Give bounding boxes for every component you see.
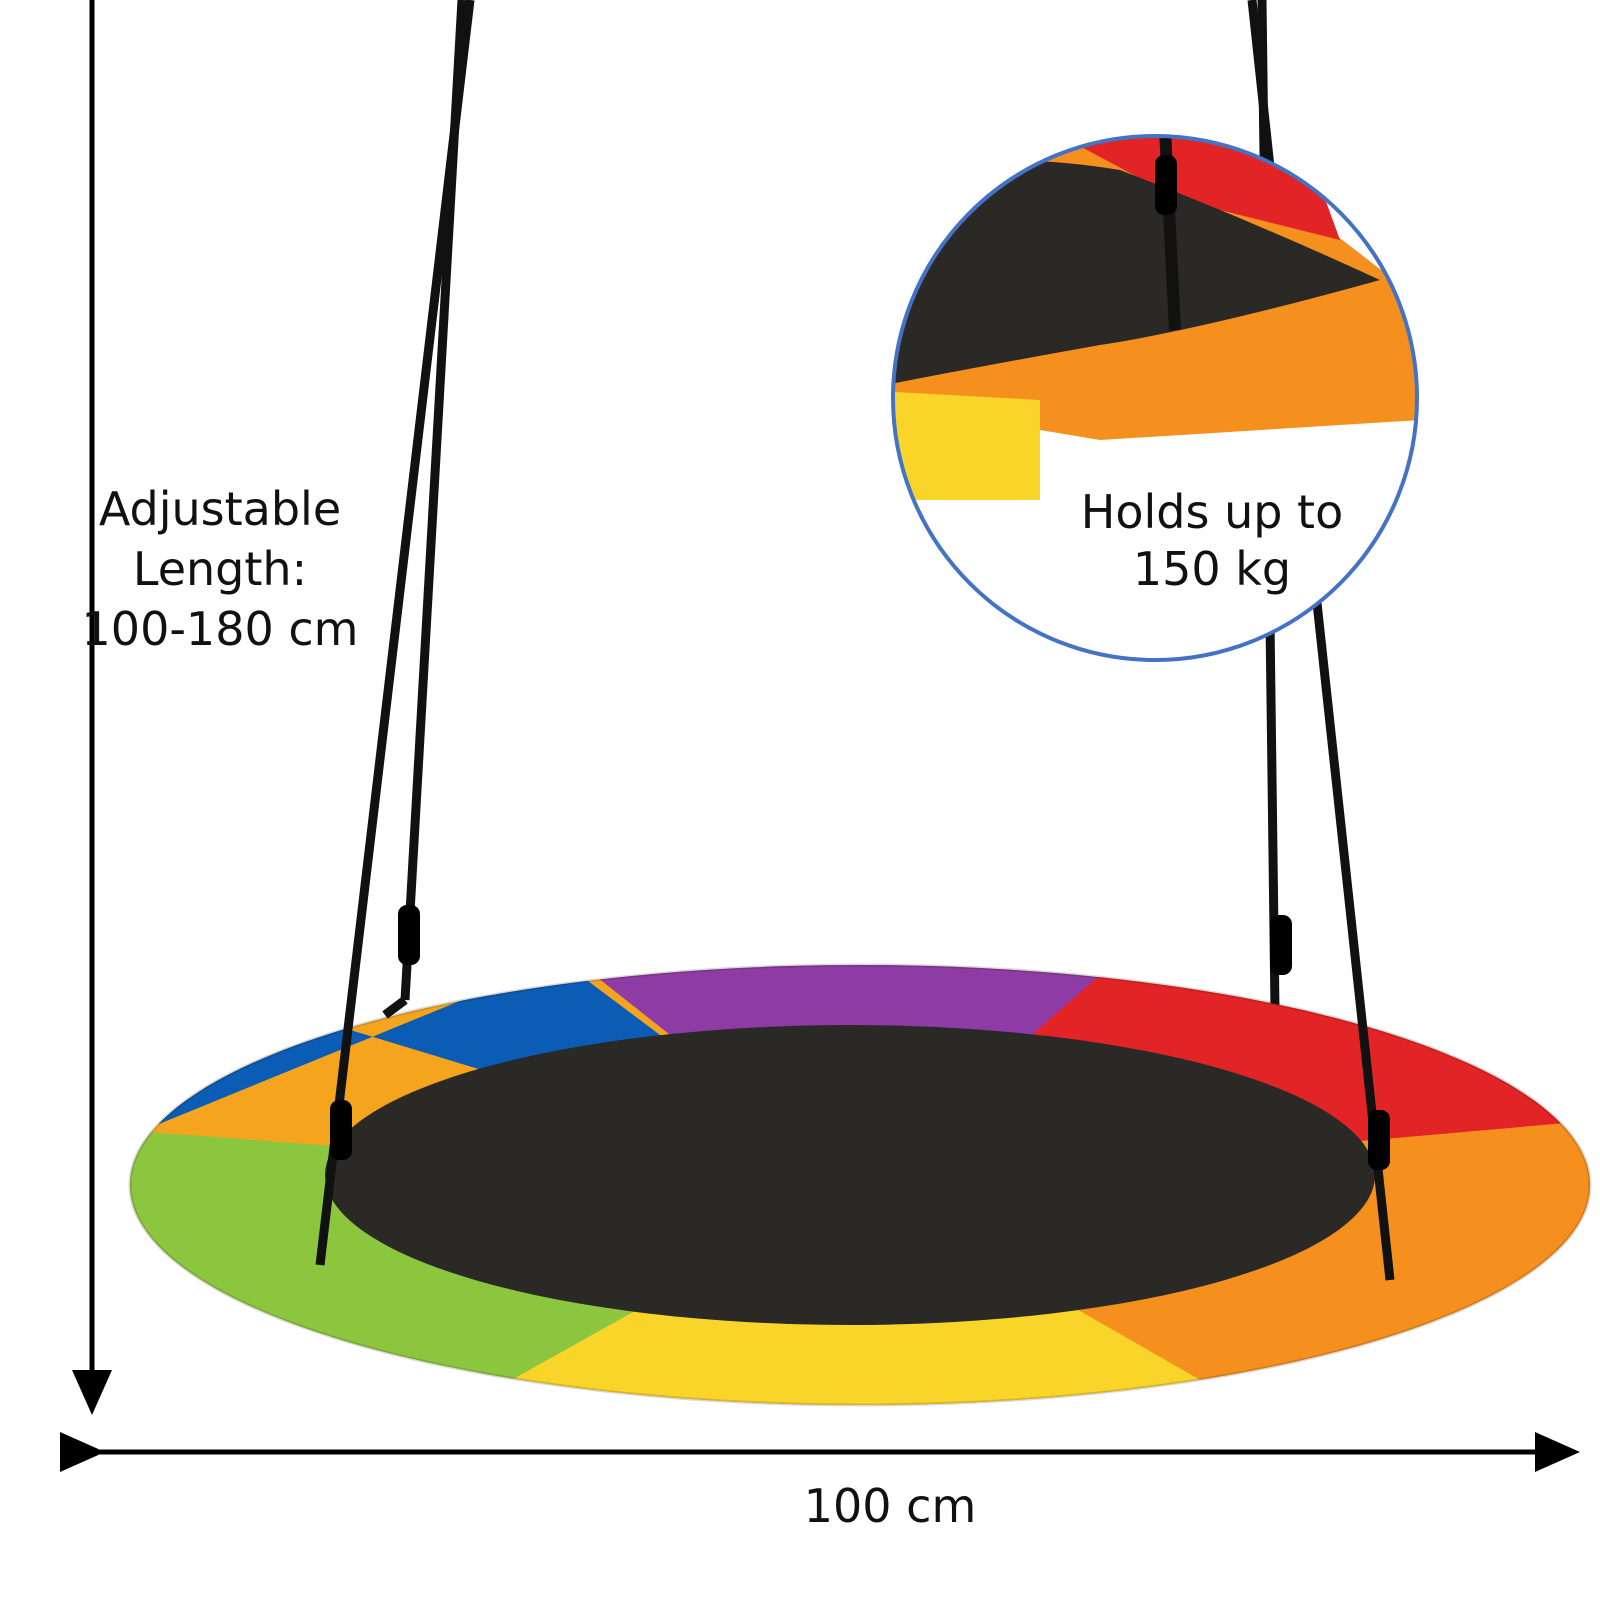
length-label: Adjustable — [99, 482, 341, 536]
capacity-label: Holds up to — [1081, 485, 1343, 539]
length-label: Length: — [133, 542, 307, 596]
length-label: 100-180 cm — [82, 602, 359, 656]
capacity-label: 150 kg — [1133, 542, 1291, 596]
width-label: 100 cm — [804, 1479, 977, 1533]
rope-locks — [330, 905, 1390, 1170]
